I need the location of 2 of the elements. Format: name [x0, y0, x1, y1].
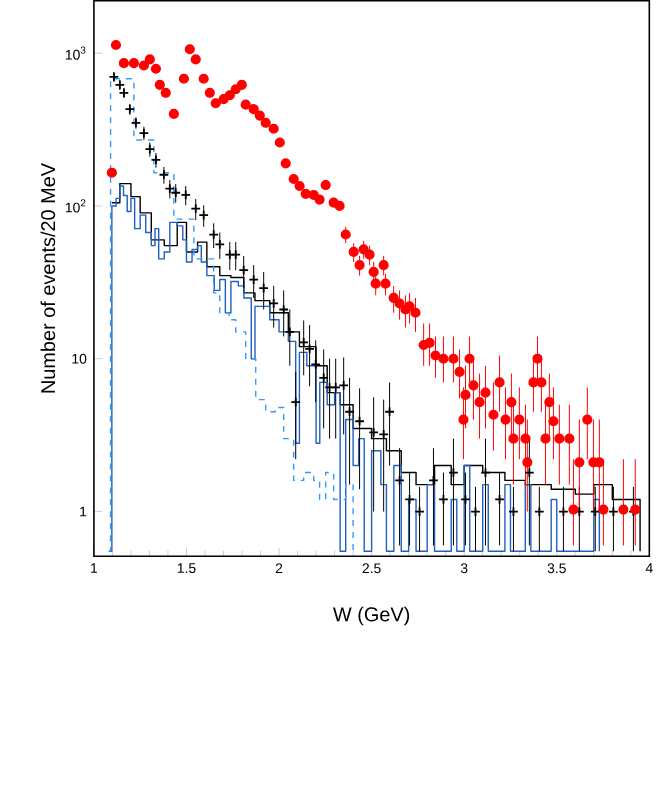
y-axis-title: Number of events/20 MeV	[40, 163, 56, 393]
x-axis-title: W (GeV)	[333, 606, 410, 626]
